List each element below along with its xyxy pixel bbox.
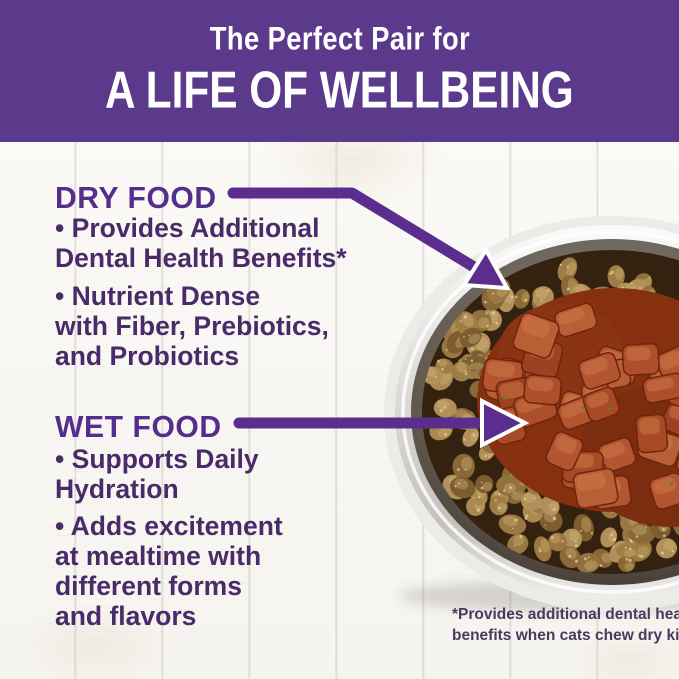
banner-eyebrow: The Perfect Pair for <box>209 20 470 57</box>
footnote-line: *Provides additional dental health <box>452 606 679 623</box>
footnote-line: benefits when cats chew dry kibble <box>452 627 679 644</box>
dry-food-benefit-2: • Nutrient Dense with Fiber, Prebiotics,… <box>55 281 329 371</box>
benefit-line: • Nutrient Dense <box>55 281 261 311</box>
benefit-line: with Fiber, Prebiotics, <box>55 311 329 341</box>
wet-food-heading: WET FOOD <box>55 409 222 444</box>
benefit-line: Hydration <box>55 474 179 504</box>
benefit-line: • Supports Daily <box>55 444 259 474</box>
header-banner: The Perfect Pair for A LIFE OF WELLBEING <box>0 0 679 142</box>
dry-food-benefit-1: • Provides Additional Dental Health Bene… <box>55 213 347 273</box>
disclaimer-footnote: *Provides additional dental health benef… <box>452 604 679 646</box>
benefit-line: different forms <box>55 571 242 601</box>
benefit-line: • Provides Additional <box>55 213 320 243</box>
dry-food-heading: DRY FOOD <box>55 180 217 215</box>
banner-title: A LIFE OF WELLBEING <box>105 60 574 119</box>
wet-food-benefit-2: • Adds excitement at mealtime with diffe… <box>55 511 283 631</box>
benefit-line: at mealtime with <box>55 541 262 571</box>
benefit-line: and flavors <box>55 601 197 631</box>
benefit-line: • Adds excitement <box>55 511 283 541</box>
benefit-line: Dental Health Benefits* <box>55 243 347 273</box>
benefit-line: and Probiotics <box>55 341 240 371</box>
wet-food-benefit-1: • Supports Daily Hydration <box>55 444 259 504</box>
